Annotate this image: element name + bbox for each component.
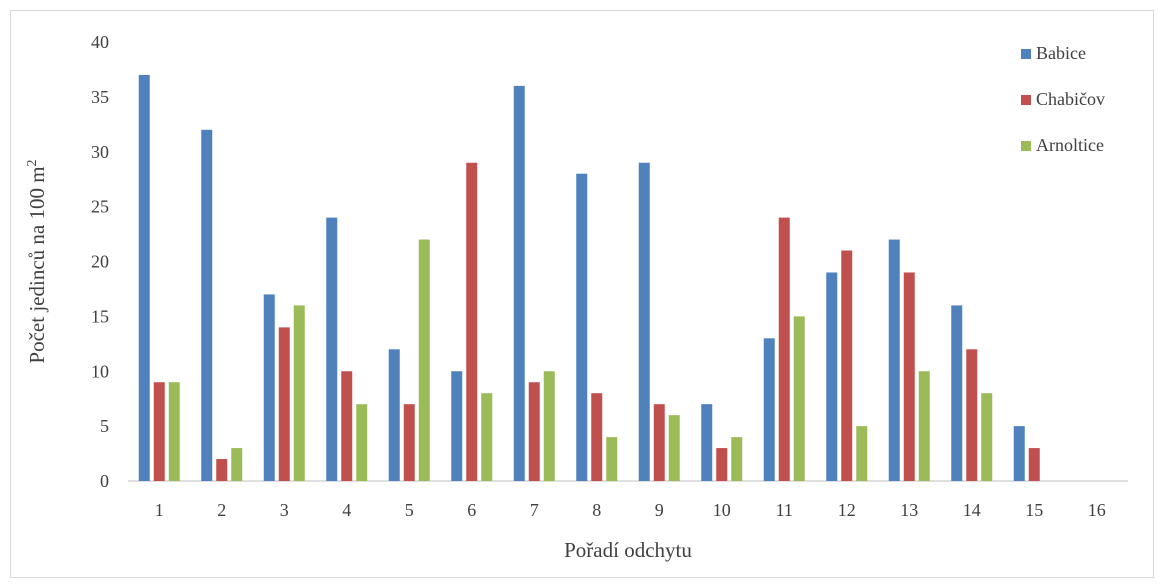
x-tick-label: 4	[342, 500, 351, 520]
bar-arnoltice	[231, 448, 243, 481]
y-tick-label: 40	[91, 32, 109, 52]
x-tick-label: 9	[655, 500, 664, 520]
bar-babice	[951, 305, 963, 481]
bars	[138, 74, 1040, 482]
y-axis-title: Počet jedinců na 100 m2	[25, 159, 49, 363]
bar-babice	[263, 294, 275, 481]
legend-label: Babice	[1036, 43, 1086, 63]
bar-chabičov	[966, 349, 978, 481]
y-axis-title-superscript: 2	[25, 159, 40, 166]
bar-arnoltice	[418, 239, 430, 481]
x-tick-label: 11	[776, 500, 793, 520]
bar-arnoltice	[481, 393, 493, 481]
x-tick-label: 7	[530, 500, 539, 520]
bar-chabičov	[778, 217, 790, 481]
bar-babice	[826, 272, 838, 481]
x-tick-label: 16	[1088, 500, 1106, 520]
bar-arnoltice	[356, 404, 368, 481]
x-tick-label: 6	[467, 500, 476, 520]
x-tick-label: 14	[963, 500, 981, 520]
bar-chabičov	[341, 371, 353, 481]
bar-arnoltice	[856, 426, 868, 481]
bar-arnoltice	[668, 415, 680, 481]
bar-chabičov	[403, 404, 415, 481]
bar-arnoltice	[731, 437, 743, 481]
y-tick-label: 20	[91, 252, 109, 272]
legend-swatch	[1021, 95, 1031, 105]
bar-chabičov	[841, 250, 853, 481]
bar-babice	[388, 349, 400, 481]
legend: Babice Chabičov Arnoltice	[1021, 43, 1105, 155]
x-tick-label: 12	[838, 500, 856, 520]
x-tick-label: 2	[217, 500, 226, 520]
x-tick-label: 3	[280, 500, 289, 520]
bar-chabičov	[591, 393, 603, 481]
bar-arnoltice	[543, 371, 555, 481]
bar-babice	[451, 371, 463, 481]
legend-swatch	[1021, 49, 1031, 59]
bar-babice	[138, 74, 150, 482]
bar-arnoltice	[293, 305, 305, 481]
legend-label: Arnoltice	[1036, 135, 1104, 155]
bar-chabičov	[466, 162, 478, 481]
y-tick-label: 10	[91, 361, 109, 381]
bar-chabičov	[716, 448, 728, 481]
x-tick-label: 15	[1025, 500, 1043, 520]
y-tick-label: 25	[91, 197, 109, 217]
bar-chabičov	[153, 382, 165, 481]
legend-label: Chabičov	[1036, 89, 1105, 109]
bar-arnoltice	[918, 371, 930, 481]
y-tick-label: 30	[91, 142, 109, 162]
x-tick-label: 5	[405, 500, 414, 520]
bar-chabičov	[1028, 448, 1040, 481]
bar-chabičov	[653, 404, 665, 481]
bar-babice	[201, 129, 213, 482]
y-tick-label: 35	[91, 87, 109, 107]
y-axis-title-text: Počet jedinců na 100 m	[25, 166, 49, 363]
bar-arnoltice	[606, 437, 618, 481]
bar-chabičov	[903, 272, 915, 481]
y-tick-label: 15	[91, 306, 109, 326]
bar-arnoltice	[793, 316, 805, 481]
bar-arnoltice	[981, 393, 993, 481]
x-axis-title: Pořadí odchytu	[564, 538, 692, 562]
bar-babice	[888, 239, 900, 481]
bar-babice	[326, 217, 338, 481]
bar-arnoltice	[168, 382, 180, 481]
bar-chabičov	[216, 459, 228, 481]
x-tick-label: 8	[592, 500, 601, 520]
y-tick-label: 0	[100, 471, 109, 491]
bar-babice	[1013, 426, 1025, 481]
y-tick-label: 5	[100, 416, 109, 436]
bar-babice	[576, 173, 588, 481]
x-tick-label: 13	[900, 500, 918, 520]
bar-chabičov	[528, 382, 540, 481]
bar-babice	[701, 404, 713, 481]
x-tick-label: 10	[713, 500, 731, 520]
legend-swatch	[1021, 141, 1031, 151]
x-tick-label: 1	[155, 500, 164, 520]
bar-babice	[763, 338, 775, 481]
bar-babice	[638, 162, 650, 481]
bar-babice	[513, 85, 525, 482]
bar-chabičov	[278, 327, 290, 481]
